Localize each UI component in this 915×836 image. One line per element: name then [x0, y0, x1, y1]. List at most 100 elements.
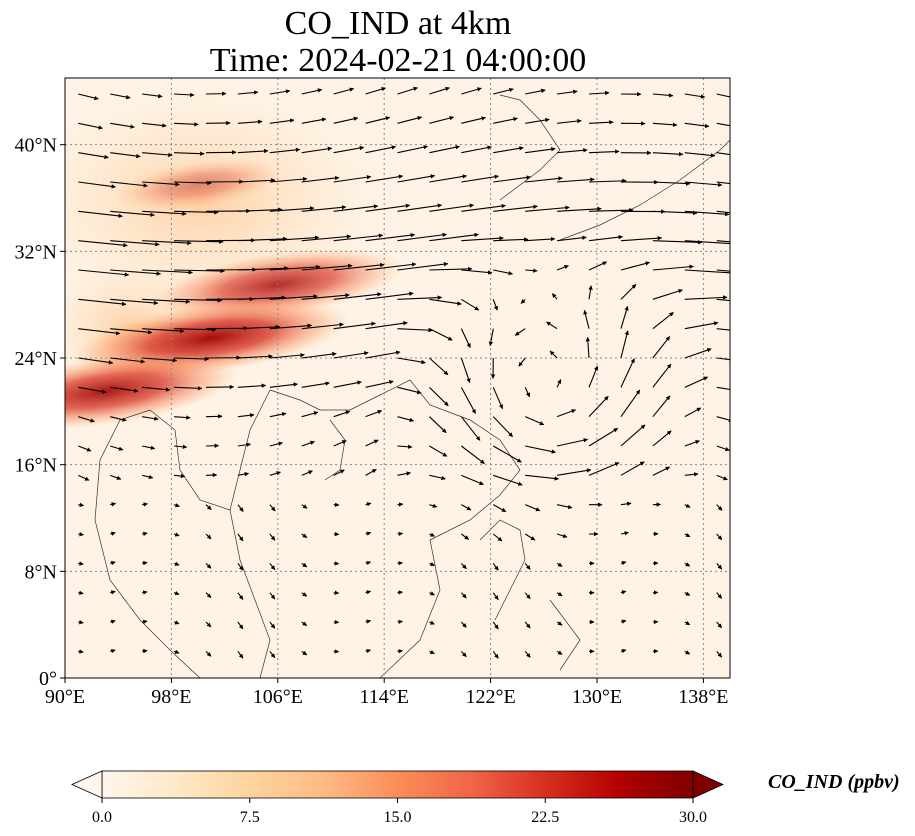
wind-arrow: [78, 181, 116, 189]
wind-arrow: [461, 116, 486, 124]
wind-arrow: [684, 181, 723, 187]
wind-arrow: [461, 87, 482, 95]
wind-arrow: [556, 379, 562, 388]
wind-arrow: [716, 328, 730, 331]
wind-arrow: [78, 240, 128, 248]
wind-arrow: [493, 175, 531, 183]
wind-arrow: [684, 532, 691, 538]
wind-arrow: [525, 445, 556, 454]
wind-arrow: [269, 89, 291, 95]
wind-arrow: [110, 122, 135, 129]
coastlines: [94, 94, 730, 678]
wind-arrow: [110, 328, 153, 335]
wind-arrow: [557, 468, 592, 476]
map-frame: [64, 77, 731, 679]
wind-arrow: [78, 474, 90, 481]
wind-arrow: [556, 591, 563, 597]
wind-arrow: [333, 204, 379, 212]
wind-arrow: [684, 348, 712, 359]
map-panel[interactable]: [0, 77, 767, 679]
wind-arrow: [142, 210, 187, 216]
wind-arrow: [716, 592, 723, 599]
wind-arrow: [333, 262, 385, 271]
wind-arrow: [716, 504, 723, 511]
wind-arrow: [493, 116, 518, 124]
wind-arrow: [142, 445, 156, 450]
wind-arrow: [301, 381, 330, 388]
wind-arrow: [301, 592, 308, 597]
wind-arrow: [397, 357, 426, 365]
wind-arrow: [588, 462, 620, 476]
map-time-subtitle: Time: 2024-02-21 04:00:00: [209, 42, 587, 79]
wind-arrow: [174, 151, 205, 156]
wind-arrow: [684, 269, 730, 274]
wind-arrow: [397, 327, 433, 333]
wind-arrow: [429, 357, 449, 376]
wind-arrow: [620, 261, 650, 271]
wind-arrow: [652, 210, 698, 216]
wind-arrow: [514, 328, 526, 336]
wind-arrow: [142, 531, 148, 536]
lon-tick-label: 90°E: [45, 686, 85, 708]
wind-arrow: [142, 502, 148, 507]
wind-arrow: [652, 395, 671, 418]
wind-arrow: [237, 178, 276, 183]
wind-arrow: [652, 363, 672, 388]
wind-arrow: [110, 152, 141, 159]
wind-arrow: [429, 86, 450, 95]
wind-arrow: [397, 262, 449, 271]
wind-arrow: [78, 152, 109, 160]
wind-arrow: [525, 147, 556, 154]
wind-arrow: [716, 93, 730, 98]
wind-arrow: [524, 650, 531, 658]
wind-arrow: [237, 119, 263, 124]
lon-tick-label: 138°E: [678, 686, 728, 708]
wind-arrow: [78, 502, 85, 508]
wind-arrow: [620, 648, 627, 654]
wind-arrow: [493, 269, 513, 276]
wind-arrow: [110, 590, 116, 595]
wind-arrow: [142, 357, 178, 363]
colorbar-label: CO_IND (ppbv): [768, 771, 900, 793]
wind-arrow: [716, 445, 730, 452]
wind-arrow: [237, 295, 286, 300]
wind-arrow: [269, 562, 276, 571]
wind-arrow: [684, 240, 730, 246]
wind-arrow: [110, 416, 127, 422]
wind-arrow: [365, 262, 417, 271]
wind-arrow: [524, 533, 536, 541]
wind-arrow: [652, 151, 684, 157]
wind-arrow: [429, 145, 460, 154]
wind-arrow: [588, 285, 593, 300]
wind-arrow: [365, 232, 416, 242]
wind-arrow: [488, 328, 494, 347]
wind-arrow: [301, 88, 323, 95]
wind-arrow: [333, 469, 345, 476]
wind-arrow: [142, 590, 148, 595]
wind-arrow: [429, 328, 453, 341]
wind-arrow: [397, 561, 403, 566]
wind-arrow: [684, 93, 706, 99]
wind-arrow: [556, 265, 569, 271]
wind-arrow: [142, 240, 192, 246]
wind-arrow: [142, 328, 185, 334]
wind-arrow: [525, 205, 570, 212]
lat-tick-label: 0°: [39, 668, 57, 690]
wind-arrow: [716, 650, 723, 658]
wind-arrow: [173, 620, 180, 625]
wind-arrow: [461, 298, 480, 311]
wind-arrow: [556, 504, 573, 510]
wind-arrow: [557, 235, 587, 242]
wind-arrow: [237, 207, 283, 212]
wind-arrow: [525, 474, 559, 481]
wind-arrow: [237, 471, 250, 477]
wind-arrow: [333, 145, 365, 154]
wind-arrow: [269, 206, 315, 212]
wind-arrow: [588, 90, 610, 96]
wind-arrow: [397, 203, 443, 212]
wind-arrow: [589, 178, 627, 184]
wind-arrow: [269, 441, 283, 447]
wind-arrow: [301, 146, 333, 154]
wind-arrow: [269, 533, 276, 541]
lat-tick-label: 24°N: [15, 348, 57, 370]
